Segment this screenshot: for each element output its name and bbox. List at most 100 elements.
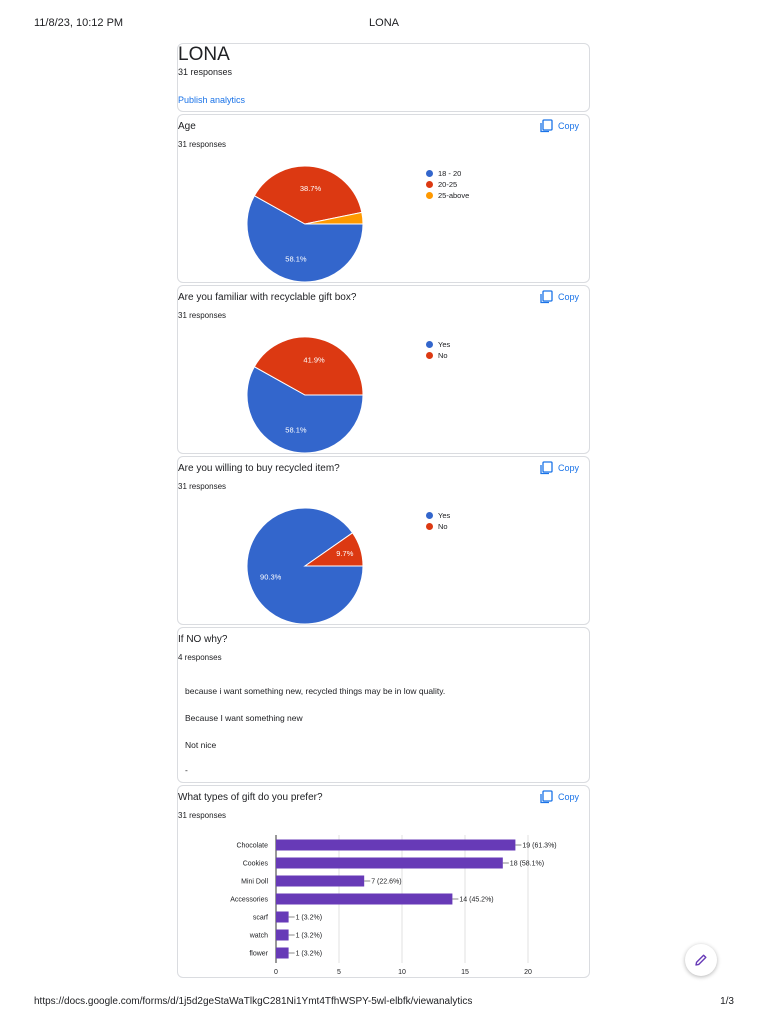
bar-cookies — [276, 857, 503, 869]
legend-label: Yes — [438, 511, 451, 520]
legend-label: 20-25 — [438, 180, 458, 189]
question-response-count: 4 responses — [178, 653, 222, 662]
legend-item: 18 - 20 — [426, 168, 469, 179]
legend-item: 25-above — [426, 190, 469, 201]
question-title: If NO why? — [178, 634, 228, 645]
question-card-familiar: Are you familiar with recyclable gift bo… — [177, 285, 590, 454]
form-title: LONA — [178, 44, 230, 65]
copy-chart-button[interactable]: Copy — [539, 119, 579, 133]
print-title: LONA — [369, 17, 399, 29]
x-tick-label: 10 — [398, 969, 406, 976]
legend-swatch — [426, 512, 433, 519]
legend-swatch — [426, 341, 433, 348]
pie-slice-label: 90.3% — [260, 572, 282, 581]
legend-label: No — [438, 522, 448, 531]
question-response-count: 31 responses — [178, 140, 227, 149]
question-title: Are you willing to buy recycled item? — [178, 463, 340, 474]
copy-label: Copy — [557, 463, 579, 473]
question-card-gift: What types of gift do you prefer? 31 res… — [177, 785, 590, 978]
category-label: scarf — [253, 915, 268, 922]
category-label: Chocolate — [236, 843, 268, 850]
pencil-icon — [695, 954, 707, 966]
question-title: Are you familiar with recyclable gift bo… — [178, 292, 357, 303]
legend-label: Yes — [438, 340, 451, 349]
pie-slice-20-25 — [253, 166, 363, 225]
text-response: because i want something new, recycled t… — [185, 686, 446, 696]
bar-data-label: 1 (3.2%) — [296, 951, 322, 958]
bar-data-label: 1 (3.2%) — [296, 933, 322, 940]
legend-item: Yes — [426, 339, 450, 350]
publish-analytics-link[interactable]: Publish analytics — [178, 95, 246, 105]
legend-swatch — [426, 352, 433, 359]
question-response-count: 31 responses — [178, 811, 227, 820]
copy-icon — [540, 290, 553, 304]
category-label: Mini Doll — [241, 879, 268, 886]
x-tick-label: 20 — [524, 969, 532, 976]
category-label: Accessories — [230, 897, 268, 904]
category-label: watch — [249, 933, 268, 940]
bar-data-label: 1 (3.2%) — [296, 915, 322, 922]
bar-mini-doll — [276, 875, 365, 887]
legend-swatch — [426, 192, 433, 199]
legend-swatch — [426, 181, 433, 188]
bar-data-label: 18 (58.1%) — [510, 861, 544, 868]
print-footer: https://docs.google.com/forms/d/1j5d2geS… — [0, 996, 768, 1014]
bar-data-label: 14 (45.2%) — [459, 897, 493, 904]
chart-legend: Yes No — [426, 510, 450, 532]
bar-watch — [276, 929, 289, 941]
print-page-number: 1/3 — [720, 996, 734, 1007]
category-label: flower — [249, 951, 268, 958]
edit-button[interactable] — [685, 944, 717, 976]
form-title-card: LONA 31 responses Publish analytics — [177, 43, 590, 112]
chart-legend: 18 - 20 20-25 25-above — [426, 168, 469, 201]
legend-item: 20-25 — [426, 179, 469, 190]
legend-item: No — [426, 521, 450, 532]
print-url: https://docs.google.com/forms/d/1j5d2geS… — [34, 996, 473, 1007]
question-title: What types of gift do you prefer? — [178, 792, 323, 803]
pie-slice-yes — [246, 366, 364, 454]
question-card-age: Age 31 responses Copy 58.1% 38.7% 18 - 20… — [177, 114, 590, 283]
bar-data-label: 7 (22.6%) — [371, 879, 401, 886]
pie-chart-familiar: 58.1% 41.9% — [246, 337, 364, 454]
x-tick-label: 15 — [461, 969, 469, 976]
question-title: Age — [178, 121, 196, 132]
copy-chart-button[interactable]: Copy — [539, 461, 579, 475]
text-response: Not nice — [185, 740, 217, 750]
question-card-willing: Are you willing to buy recycled item? 31… — [177, 456, 590, 625]
copy-chart-button[interactable]: Copy — [539, 790, 579, 804]
chart-legend: Yes No — [426, 339, 450, 361]
legend-swatch — [426, 170, 433, 177]
legend-label: 18 - 20 — [438, 169, 462, 178]
pie-chart-willing: 90.3% 9.7% — [246, 508, 364, 625]
copy-label: Copy — [557, 121, 579, 131]
bar-scarf — [276, 911, 289, 923]
text-response: Because I want something new — [185, 713, 303, 723]
category-label: Cookies — [243, 861, 269, 868]
copy-chart-button[interactable]: Copy — [539, 290, 579, 304]
pie-slice-label: 38.7% — [300, 184, 322, 193]
print-header: 11/8/23, 10:12 PM LONA — [0, 0, 768, 40]
pie-chart-age: 58.1% 38.7% — [246, 166, 364, 283]
legend-label: No — [438, 351, 448, 360]
legend-item: No — [426, 350, 450, 361]
bar-accessories — [276, 893, 453, 905]
copy-icon — [540, 790, 553, 804]
bar-data-label: 19 (61.3%) — [522, 843, 556, 850]
question-response-count: 31 responses — [178, 482, 227, 491]
copy-icon — [540, 119, 553, 133]
copy-icon — [540, 461, 553, 475]
bar-chart-gift: 0 5 10 15 20 Chocolate 19 (61.3%) Cookies 18 (58… — [230, 835, 557, 976]
x-tick-label: 5 — [337, 969, 341, 976]
pie-slice-18-20 — [246, 195, 364, 283]
bar-flower — [276, 947, 289, 959]
pie-slice-label: 58.1% — [285, 425, 307, 434]
bar-chocolate — [276, 839, 516, 851]
print-datetime: 11/8/23, 10:12 PM — [34, 17, 124, 29]
pie-slice-25-above — [304, 211, 364, 225]
form-response-count: 31 responses — [178, 67, 233, 77]
pie-slice-no — [303, 532, 364, 567]
question-card-why: If NO why? 4 responses because i want so… — [177, 627, 590, 783]
x-tick-label: 0 — [274, 969, 278, 976]
legend-swatch — [426, 523, 433, 530]
pie-slice-label: 58.1% — [285, 254, 307, 263]
